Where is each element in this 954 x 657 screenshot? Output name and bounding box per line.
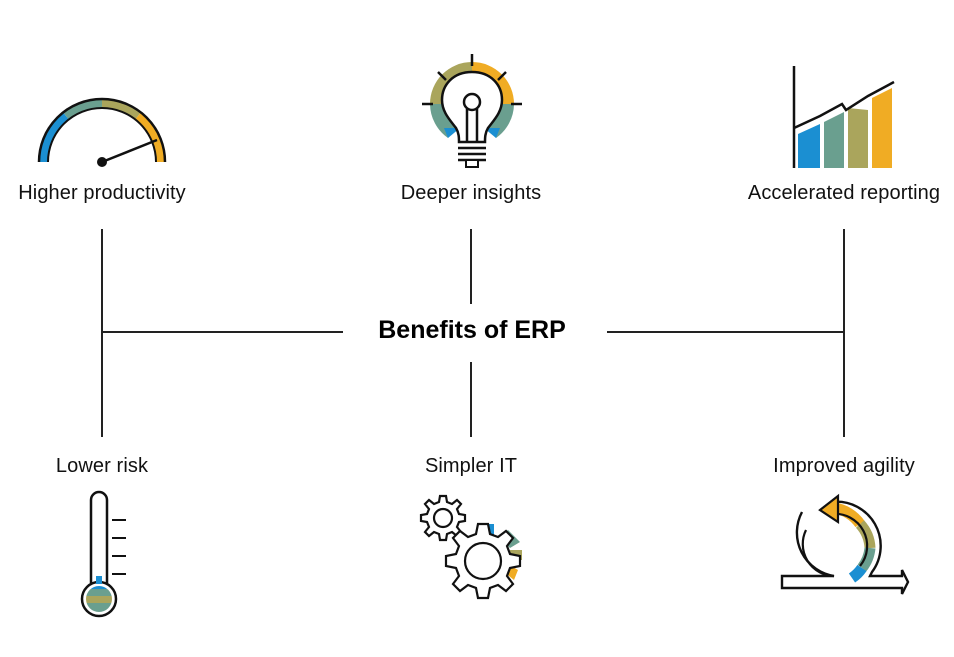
label-lower-risk: Lower risk [55,455,149,477]
connector-center-top [470,229,472,304]
label-improved-agility: Improved agility [773,455,915,477]
connector-right-vertical [843,229,845,437]
diagram-title: Benefits of ERP [378,316,566,344]
label-deeper-insights: Deeper insights [400,182,542,204]
connector-center-bottom [470,362,472,437]
speedometer-icon [37,97,167,167]
label-simpler-it: Simpler IT [424,455,518,477]
connector-left-horizontal [101,331,343,333]
lightbulb-icon [422,54,522,168]
thermometer-icon [80,490,126,618]
label-accelerated-reporting: Accelerated reporting [747,182,941,204]
connector-right-horizontal [607,331,845,333]
gears-icon [419,494,522,600]
cycle-arrow-icon [780,493,910,595]
label-higher-productivity: Higher productivity [18,182,186,204]
connector-left-vertical [101,229,103,437]
bar-chart-icon [792,66,895,168]
